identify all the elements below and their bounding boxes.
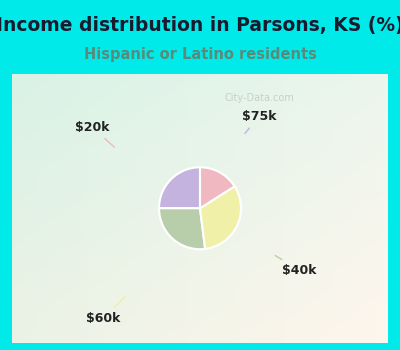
Wedge shape [200,167,234,208]
Text: $20k: $20k [75,121,114,147]
Text: $60k: $60k [86,296,125,325]
Wedge shape [200,186,241,249]
Text: $40k: $40k [275,256,317,277]
Wedge shape [159,208,205,249]
Wedge shape [159,167,200,208]
Text: Hispanic or Latino residents: Hispanic or Latino residents [84,47,316,62]
Text: City-Data.com: City-Data.com [224,93,294,103]
Text: Income distribution in Parsons, KS (%): Income distribution in Parsons, KS (%) [0,16,400,35]
Text: $75k: $75k [242,110,276,133]
